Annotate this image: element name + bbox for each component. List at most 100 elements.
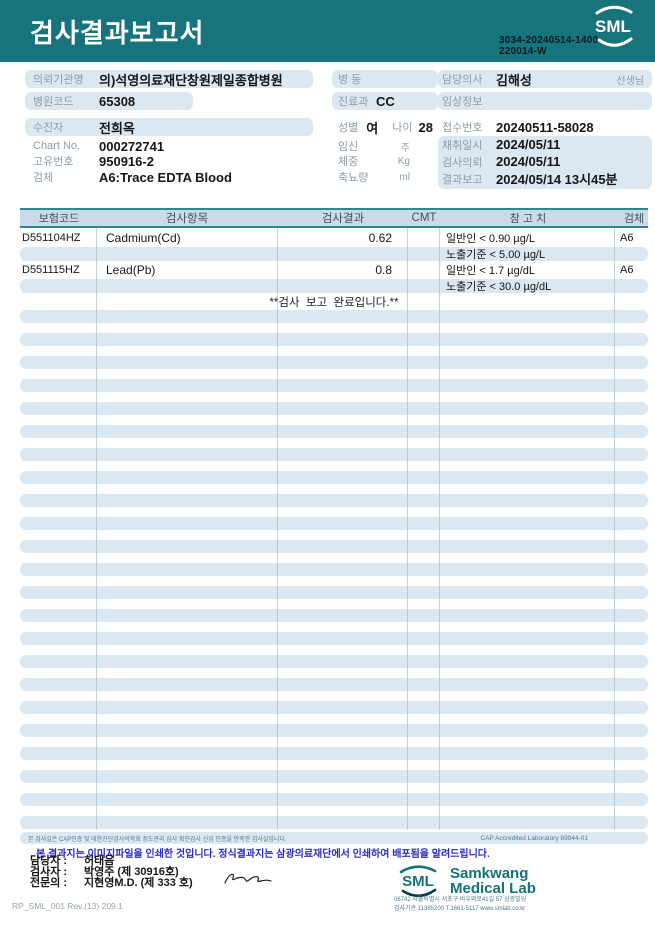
empty-row-stripe [20, 770, 648, 783]
cell-specimen: A6 [620, 232, 634, 244]
field-collect-date: 채취일시 2024/05/11 [438, 136, 652, 153]
field-label: 검사의뢰 [442, 156, 483, 169]
field-label: 수진자 [33, 122, 64, 134]
empty-row-stripe [20, 517, 648, 530]
field-pregnancy: 임신 주 [332, 137, 410, 155]
field-value: 전희옥 [99, 120, 135, 136]
field-unique-id: 고유번호 950916-2 [25, 152, 313, 170]
empty-row-stripe [20, 402, 648, 415]
field-urine-volume: 축뇨량 ml [332, 168, 410, 186]
svg-text:SML: SML [402, 873, 434, 890]
field-unit: 주 [400, 142, 410, 154]
field-value: 2024/05/11 [496, 137, 561, 152]
empty-row-stripe [20, 494, 648, 507]
field-label: 축뇨량 [338, 172, 369, 184]
field-label: 담당의사 [442, 74, 483, 86]
page-title: 검사결과보고서 [30, 18, 205, 48]
empty-row-stripe [20, 471, 648, 484]
table-row: D551115HZ Lead(Pb) 0.8 일반인 < 1.7 µg/dL A… [20, 262, 648, 278]
field-value: 65308 [99, 93, 136, 109]
field-unit: Kg [397, 155, 410, 167]
report-number-line2: 220014-W [499, 46, 547, 57]
field-referrer: 의뢰기관명 의)석영의료재단창원제일종합병원 [25, 70, 313, 88]
specialist-row: 전문의 : 지현영M.D. (제 333 호) [30, 878, 193, 889]
cap-accreditation-number: CAP Accredited Laboratory 69944-01 [480, 834, 588, 842]
empty-row-stripe [20, 816, 648, 829]
empty-row-stripe [20, 655, 648, 668]
table-header-row: 보험코드 검사항목 검사결과 CMT 참 고 치 검체 [20, 208, 648, 228]
staff-name: 허태음 [84, 855, 115, 867]
sml-logo-icon: SML [585, 3, 641, 49]
lab-contact: 검사기관 11385200 T.1661-5117 www.smlab.co.k… [394, 906, 526, 912]
field-report-date: 결과보고 2024/05/14 13시45분 [438, 170, 652, 187]
field-value: 28 [418, 119, 433, 135]
empty-row-stripe [20, 747, 648, 760]
tester-label: 검사자 : [30, 866, 68, 878]
lab-name-line1: Samkwang [450, 865, 529, 882]
cell-reference: 일반인 < 1.7 µg/dL [446, 265, 535, 277]
empty-row-stripe [20, 540, 648, 553]
field-value: 김해성 [496, 72, 532, 88]
field-value: 2024/05/14 13시45분 [496, 172, 618, 187]
field-value: 950916-2 [99, 153, 154, 169]
col-header-insurance-code: 보험코드 [38, 213, 80, 225]
empty-row-stripe [20, 448, 648, 461]
col-header-specimen: 검체 [623, 213, 645, 225]
cell-reference: 일반인 < 0.90 µg/L [446, 233, 535, 245]
col-header-result: 검사결과 [321, 213, 365, 225]
field-label: 병원코드 [33, 96, 74, 108]
empty-row-stripe [20, 563, 648, 576]
cell-reference: 노출기준 < 30.0 µg/dL [446, 281, 552, 293]
completion-message: **검사 보고 완료입니다.** [269, 297, 399, 309]
report-number-line1: 3034-20240514-1400 [499, 35, 599, 46]
empty-row-stripe [20, 310, 648, 323]
staff-label: 담당자 : [30, 855, 68, 867]
field-label: 채취일시 [442, 139, 483, 152]
field-label: 나이 [392, 122, 413, 134]
cell-test-name: Cadmium(Cd) [106, 231, 181, 245]
empty-row-stripe [20, 701, 648, 714]
field-label: Chart No. [33, 140, 81, 152]
footer-lab-logo: SML Samkwang Medical Lab [392, 864, 536, 898]
cell-test-name: Lead(Pb) [106, 263, 156, 277]
cell-insurance-code: D551104HZ [22, 232, 81, 244]
signature-block: 담당자 : 허태음 검사자 : 박영주 (제 30916호) 전문의 : 지현영… [30, 856, 193, 889]
field-value: A6:Trace EDTA Blood [99, 169, 232, 185]
svg-text:SML: SML [595, 17, 631, 36]
field-label: 결과보고 [442, 173, 483, 186]
date-block: 채취일시 2024/05/11 검사의뢰 2024/05/11 결과보고 202… [438, 136, 652, 189]
empty-row-stripe [20, 586, 648, 599]
document-code: RP_SML_001 Rev.(13) 209.1 [12, 901, 123, 911]
col-header-test-name: 검사항목 [165, 213, 209, 225]
accreditation-text: 본 검사실은 CAP인증 및 대한진단검사의학회 정도관리 심사 확인검사 신임… [28, 836, 287, 843]
field-receipt-no: 접수번호 20240511-58028 [438, 118, 652, 136]
field-suffix: 선생님 [616, 75, 644, 87]
col-header-cmt: CMT [411, 212, 437, 224]
field-chart-no: Chart No. 000272741 [25, 137, 313, 155]
field-label: 접수번호 [442, 122, 483, 134]
field-doctor: 담당의사 김해성 선생님 [438, 70, 652, 88]
field-label: 체중 [338, 156, 359, 168]
table-row: 노출기준 < 5.00 µg/L [20, 247, 648, 261]
field-value: 2024/05/11 [496, 154, 561, 169]
field-label: 성별 [338, 122, 359, 134]
col-header-reference: 참 고 치 [509, 213, 547, 225]
empty-row-stripe [20, 379, 648, 392]
field-clinical-info: 임상정보 [438, 92, 652, 110]
cell-insurance-code: D551115HZ [22, 264, 80, 276]
tester-row: 검사자 : 박영주 (제 30916호) [30, 867, 193, 878]
lab-address: 06742 서울특별시 서초구 바우뫼로41길 57 삼광빌딩 [394, 897, 527, 903]
cell-result: 0.62 [368, 231, 392, 245]
empty-row-stripe [20, 793, 648, 806]
empty-row-stripe [20, 333, 648, 346]
lab-name: Samkwang Medical Lab [450, 866, 536, 896]
field-specimen: 검체 A6:Trace EDTA Blood [25, 168, 313, 186]
image-print-notice: 본 결과지는 이미지파일을 인쇄한 것입니다. 정식결과지는 삼광의료재단에서 … [36, 849, 490, 860]
empty-row-stripe [20, 632, 648, 645]
empty-row-stripe [20, 356, 648, 369]
field-value: 의)석영의료재단창원제일종합병원 [99, 72, 283, 88]
sml-footer-logo-icon: SML [392, 864, 444, 898]
field-value: 20240511-58028 [496, 119, 594, 135]
cell-specimen: A6 [620, 264, 634, 276]
